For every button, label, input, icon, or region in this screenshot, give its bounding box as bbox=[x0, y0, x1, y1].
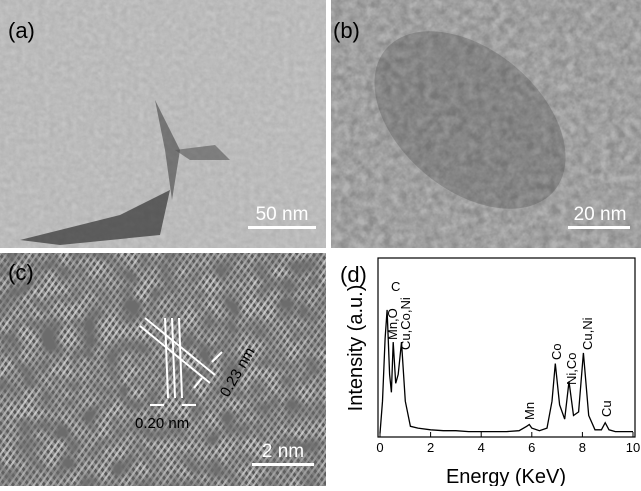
peak-label: Cu,Ni bbox=[580, 317, 595, 350]
peak-label: Ni,Co bbox=[564, 352, 579, 385]
panel-label: (b) bbox=[333, 18, 360, 43]
x-tick-label: 2 bbox=[427, 440, 434, 455]
lattice-label: 0.20 nm bbox=[135, 415, 189, 432]
scale-label: 20 nm bbox=[574, 204, 627, 225]
scale-bar bbox=[568, 226, 630, 229]
figure: (a) 50 nm (b) 20 nm (c) 0.20 nm 0.23 nm … bbox=[0, 0, 641, 486]
panel-a: (a) 50 nm bbox=[0, 0, 326, 248]
peak-label: Mn bbox=[522, 402, 537, 420]
y-axis-label: Intensity (a.u.) bbox=[345, 285, 367, 412]
peak-label: Cu bbox=[599, 400, 614, 417]
x-tick-label: 8 bbox=[579, 440, 586, 455]
peak-label: Cu,Co,Ni bbox=[398, 297, 413, 350]
plot-frame bbox=[378, 258, 635, 437]
peak-label: C bbox=[391, 279, 400, 294]
panel-label: (c) bbox=[8, 260, 34, 285]
peak-label: Co bbox=[549, 343, 564, 360]
x-tick-label: 10 bbox=[626, 440, 640, 455]
x-tick-label: 0 bbox=[376, 440, 383, 455]
x-tick-label: 4 bbox=[478, 440, 485, 455]
panel-label: (d) bbox=[340, 262, 367, 287]
page: {"panels":[{"label":"(a)","scale_bar":"5… bbox=[0, 0, 641, 486]
x-axis-label: Energy (KeV) bbox=[446, 466, 566, 486]
spectrum-line bbox=[380, 310, 633, 434]
scale-label: 2 nm bbox=[262, 441, 304, 462]
panel-b: (b) 20 nm bbox=[331, 0, 641, 248]
scale-bar bbox=[252, 463, 314, 466]
panel-c: (c) 0.20 nm 0.23 nm 2 nm bbox=[0, 253, 326, 486]
scale-bar bbox=[248, 226, 316, 229]
scale-label: 50 nm bbox=[256, 204, 309, 225]
x-tick-label: 6 bbox=[528, 440, 535, 455]
panel-label: (a) bbox=[8, 18, 35, 43]
